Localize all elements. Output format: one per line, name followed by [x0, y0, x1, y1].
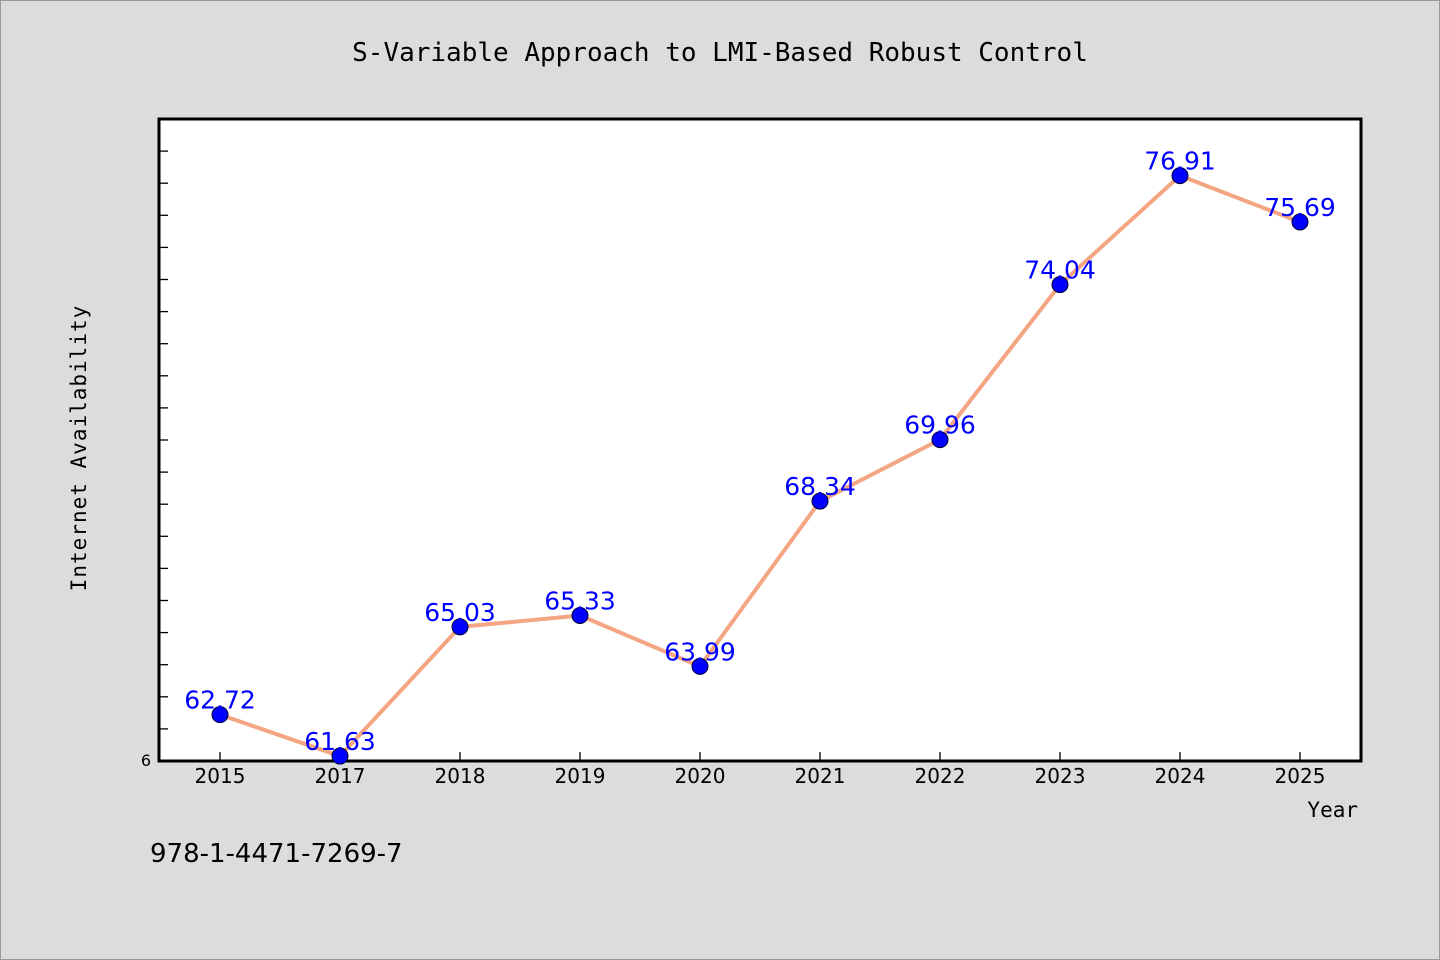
data-label: 65.33	[544, 587, 616, 616]
data-point	[691, 657, 709, 675]
data-label: 61.63	[304, 727, 376, 756]
data-label: 63.99	[664, 637, 736, 666]
x-tick-label: 2025	[1275, 764, 1326, 788]
data-point	[931, 431, 949, 449]
plot-area	[157, 117, 1363, 763]
data-label: 76.91	[1144, 147, 1216, 176]
data-markers	[211, 167, 1309, 765]
x-tick-label: 2023	[1035, 764, 1086, 788]
isbn-text: 978-1-4471-7269-7	[150, 839, 403, 869]
data-label: 68.34	[784, 472, 856, 501]
y-axis-label: Internet Availability	[67, 305, 91, 592]
x-tick-label: 2019	[555, 764, 606, 788]
data-point	[1291, 213, 1309, 231]
data-label: 62.72	[184, 686, 256, 715]
chart-title: S-Variable Approach to LMI-Based Robust …	[352, 38, 1088, 68]
y-tick-label: 6	[141, 751, 151, 770]
data-label: 74.04	[1024, 256, 1096, 285]
data-point	[571, 607, 589, 625]
data-point	[811, 492, 829, 510]
series-line	[219, 173, 1301, 759]
data-point	[331, 747, 349, 765]
data-labels: 62.72 61.63 65.03 65.33 63.99 68.34 69.96 74.04…	[184, 147, 1336, 756]
data-point	[1171, 167, 1189, 185]
x-tick-label: 2022	[915, 764, 966, 788]
data-point	[451, 618, 469, 636]
x-tick-label: 2021	[795, 764, 846, 788]
y-axis	[159, 150, 168, 730]
x-tick-label: 2020	[675, 764, 726, 788]
data-label: 69.96	[904, 411, 976, 440]
data-label: 75.69	[1264, 193, 1336, 222]
x-axis: 2015 2017 2018 2019 2020 2021 2022 2023 2024 2025	[195, 752, 1326, 788]
data-point	[211, 706, 229, 724]
data-label: 65.03	[424, 598, 496, 627]
x-tick-label: 2024	[1155, 764, 1206, 788]
x-tick-label: 2015	[195, 764, 246, 788]
x-tick-label: 2017	[315, 764, 366, 788]
x-axis-label: Year	[1307, 798, 1358, 822]
data-point	[1051, 276, 1069, 294]
x-tick-label: 2018	[435, 764, 486, 788]
